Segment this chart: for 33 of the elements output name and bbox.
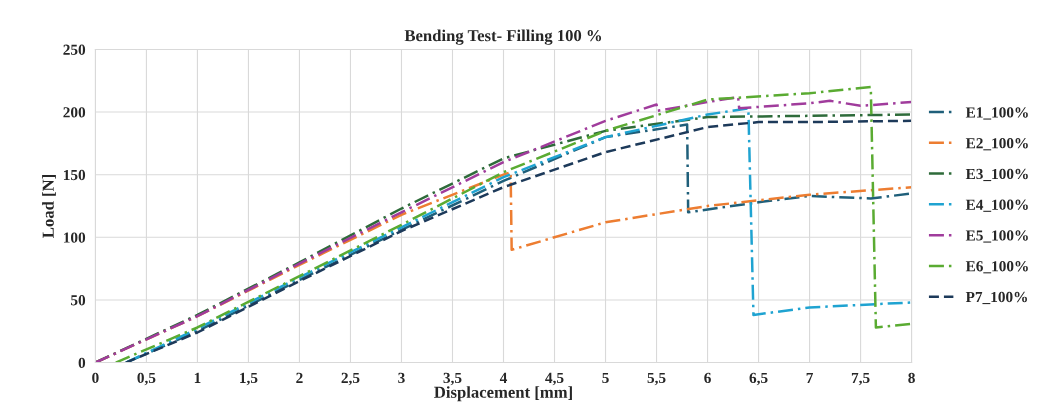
x-tick-label: 2,5 bbox=[341, 372, 360, 386]
legend-label: P7_100% bbox=[965, 291, 1027, 305]
y-axis-title: Load [N] bbox=[42, 175, 56, 238]
y-tick-label: 50 bbox=[71, 295, 86, 306]
legend-label: E3_100% bbox=[965, 168, 1028, 182]
x-tick-label: 6 bbox=[704, 372, 711, 384]
x-tick-label: 3 bbox=[398, 372, 405, 384]
x-tick-label: 5 bbox=[602, 372, 609, 384]
x-tick-label: 1,5 bbox=[240, 372, 258, 386]
x-tick-label: 3,5 bbox=[443, 372, 462, 386]
legend-label: E2_100% bbox=[965, 138, 1028, 151]
x-tick-label: 1 bbox=[194, 372, 201, 383]
x-tick-label: 8 bbox=[908, 372, 915, 384]
x-tick-label: 4,5 bbox=[545, 372, 564, 386]
y-tick-label: 100 bbox=[63, 232, 86, 243]
y-tick-label: 150 bbox=[63, 169, 86, 181]
x-tick-label: 7,5 bbox=[851, 372, 870, 386]
chart-title: Bending Test- Filling 100 % bbox=[404, 29, 602, 45]
x-tick-label: 4 bbox=[499, 372, 508, 383]
x-tick-label: 0 bbox=[92, 372, 99, 384]
y-tick-label: 200 bbox=[63, 107, 86, 118]
x-tick-label: 5,5 bbox=[647, 372, 666, 386]
x-axis-title: Displacement [mm] bbox=[434, 386, 572, 402]
x-tick-label: 7 bbox=[806, 372, 814, 383]
legend-label: E1_100% bbox=[965, 107, 1028, 120]
y-tick-label: 250 bbox=[63, 44, 86, 55]
x-tick-label: 0,5 bbox=[137, 372, 156, 386]
legend-label: E4_100% bbox=[965, 199, 1028, 212]
legend-label: E6_100% bbox=[965, 261, 1028, 274]
legend-label: E5_100% bbox=[965, 230, 1028, 243]
x-tick-label: 6,5 bbox=[749, 372, 768, 386]
y-tick-label: 0 bbox=[78, 357, 86, 369]
x-tick-label: 2 bbox=[296, 372, 303, 383]
